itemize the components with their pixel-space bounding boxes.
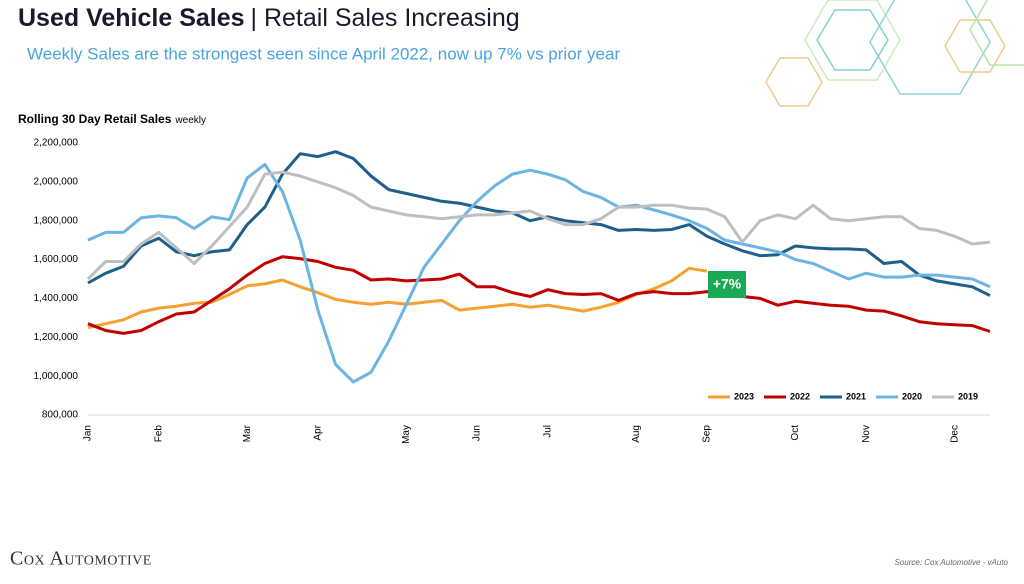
legend-label: 2020 — [902, 391, 922, 401]
series-line — [87, 150, 991, 297]
series-line — [86, 170, 991, 281]
x-tick-label: Jan — [83, 425, 94, 441]
series-line — [87, 266, 708, 330]
chart-title-main: Rolling 30 Day Retail Sales — [18, 112, 172, 126]
logo: Cox Automotive — [10, 548, 152, 570]
x-tick-label: Aug — [631, 425, 642, 443]
legend-label: 2019 — [958, 391, 978, 401]
x-tick-label: Dec — [949, 425, 960, 443]
title-bold: Used Vehicle Sales — [18, 4, 245, 32]
y-tick-label: 1,000,000 — [34, 371, 79, 382]
series-line — [87, 162, 991, 384]
annotation: +7% — [713, 276, 742, 292]
source: Source: Cox Automotive - vAuto — [894, 558, 1008, 567]
annotation-box — [708, 271, 746, 298]
legend-label: 2021 — [846, 391, 866, 401]
y-tick-label: 2,200,000 — [34, 138, 79, 149]
y-tick-label: 2,000,000 — [34, 176, 79, 187]
plot: 800,000 1,000,000 1,200,000 1,400,000 1,600,… — [34, 138, 991, 444]
slide-title: Used Vehicle Sales | Retail Sales Increas… — [18, 4, 520, 32]
x-tick-label: Jul — [542, 425, 553, 438]
hexagon-decoration — [765, 0, 1024, 107]
x-tick-label: Sep — [702, 425, 713, 443]
title-rest: | Retail Sales Increasing — [251, 4, 520, 32]
series-line — [87, 255, 991, 335]
x-tick-label: Jun — [472, 425, 483, 441]
x-tick-label: Apr — [313, 424, 324, 440]
x-tick-label: Mar — [242, 424, 253, 442]
legend-label: 2023 — [734, 391, 754, 401]
chart-title-note: weekly — [174, 115, 206, 126]
x-tick-label: Oct — [790, 425, 801, 441]
y-tick-label: 1,800,000 — [34, 215, 79, 226]
y-tick-label: 1,600,000 — [34, 254, 79, 265]
y-tick-label: 1,200,000 — [34, 332, 79, 343]
x-tick-label: Nov — [861, 425, 872, 443]
y-tick-label: 800,000 — [42, 410, 79, 421]
slide-subtitle: Weekly Sales are the strongest seen sinc… — [27, 44, 620, 63]
chart-title: Rolling 30 Day Retail Sales weekly — [18, 112, 206, 126]
y-tick-label: 1,400,000 — [34, 293, 79, 304]
x-tick-label: May — [401, 425, 412, 444]
legend-label: 2022 — [790, 391, 810, 401]
x-tick-label: Feb — [153, 425, 164, 443]
